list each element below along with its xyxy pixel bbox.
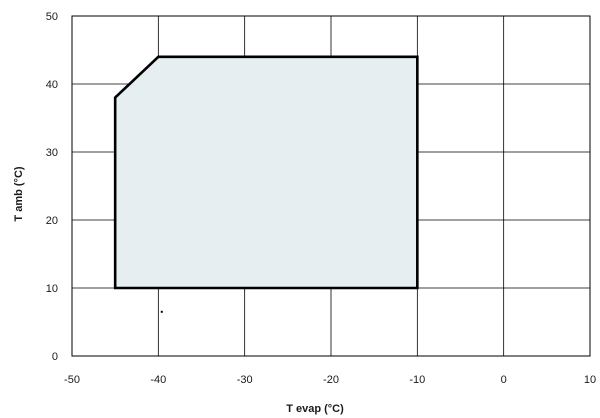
y-tick-label: 20	[46, 215, 58, 227]
y-tick-labels: 0 10 20 30 40 50	[46, 11, 58, 363]
x-tick-labels: -50 -40 -30 -20 -10 0 10	[64, 374, 596, 386]
x-tick-label: 0	[501, 374, 507, 386]
x-tick-label: -40	[150, 374, 166, 386]
x-tick-label: 10	[584, 374, 596, 386]
y-tick-label: 40	[46, 79, 58, 91]
x-tick-label: -50	[64, 374, 80, 386]
x-tick-label: -10	[409, 374, 425, 386]
y-tick-label: 50	[46, 11, 58, 23]
plot-frame	[71, 15, 591, 357]
x-axis-title: T evap (°C)	[286, 403, 344, 415]
envelope-layer	[113, 55, 419, 313]
stray-mark	[160, 310, 163, 313]
y-tick-label: 10	[46, 283, 58, 295]
y-tick-label: 30	[46, 147, 58, 159]
y-tick-label: 0	[52, 351, 58, 363]
x-tick-label: -20	[323, 374, 339, 386]
y-axis-title: T amb (°C)	[13, 166, 25, 221]
x-tick-label: -30	[237, 374, 253, 386]
operating-envelope-area	[113, 55, 419, 290]
